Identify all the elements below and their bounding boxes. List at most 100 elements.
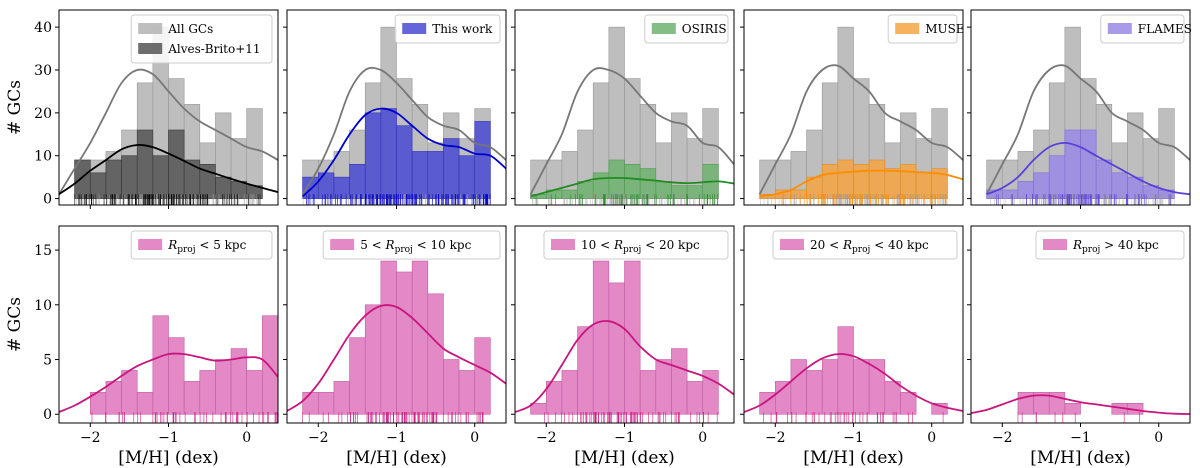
x-tick-label: 0 (470, 430, 479, 446)
kde-curve-alves-brito-11 (59, 144, 278, 196)
legend-label-part: 5 < (360, 238, 385, 252)
legend-label-part: R (842, 238, 852, 252)
bar (302, 392, 319, 415)
bar (821, 359, 839, 415)
x-tick-label: 0 (927, 430, 936, 446)
legend: This work (394, 14, 501, 44)
y-tick-label: 20 (34, 106, 52, 122)
bar (530, 402, 547, 415)
legend-label-part: proj (623, 245, 641, 255)
x-axis-label: [M/H] (dex) (1030, 448, 1130, 468)
panel-top-1: 0 10 20 30 40 # GCs All GCs Alves-Brito+11 (5, 9, 279, 209)
legend-label-part: < 40 kpc (870, 238, 929, 252)
legend-label: MUSE (925, 22, 964, 36)
plot-area (971, 392, 1190, 423)
bar (427, 293, 444, 415)
plot-area (59, 26, 278, 205)
bar (380, 260, 397, 415)
legend-frame (543, 230, 729, 260)
legend-frame (130, 14, 273, 64)
legend: Rproj > 40 kpc (1035, 230, 1185, 260)
legend-label: FLAMES (1138, 22, 1192, 36)
y-tick-label: 30 (34, 63, 52, 79)
x-axis-label: [M/H] (dex) (803, 448, 903, 468)
bar (884, 381, 901, 415)
rug-marks (532, 194, 719, 205)
bar (821, 163, 839, 199)
bar (868, 159, 886, 199)
bar (262, 315, 278, 415)
x-tick-label: 0 (1154, 430, 1163, 446)
x-axis-label: [M/H] (dex) (574, 448, 674, 468)
bar (443, 138, 460, 199)
legend-swatch (138, 43, 163, 54)
y-axis-label: # GCs (5, 80, 25, 135)
legend-swatch (895, 23, 920, 34)
legend: MUSE (887, 14, 965, 44)
rug-marks (302, 412, 484, 423)
bar (427, 151, 444, 199)
legend-label-part: R (167, 238, 177, 252)
legend: OSIRIS (644, 14, 729, 44)
panel-bottom-2: −2 −1 0 [M/H] (dex) 5 < Rproj < 10 kpc (283, 225, 507, 468)
legend-label-part: 10 < (581, 238, 614, 252)
bar (458, 370, 476, 415)
x-axis-label: [M/H] (dex) (346, 448, 446, 468)
legend-label-part: proj (852, 245, 870, 255)
x-tick-label: 0 (242, 430, 251, 446)
bar (931, 168, 948, 199)
x-tick-label: −2 (536, 430, 557, 446)
bar (1080, 129, 1097, 199)
legend-frame (1100, 14, 1185, 44)
plot-area (59, 315, 278, 423)
bar (639, 168, 657, 199)
kde-curve-osiris (530, 176, 734, 198)
legend-label: 10 < Rproj < 20 kpc (581, 238, 700, 255)
rug-marks (990, 194, 1175, 205)
bar (317, 392, 335, 415)
panel-top-3: OSIRIS (511, 9, 735, 209)
x-tick-label: −1 (843, 430, 864, 446)
x-axis-label: [M/H] (dex) (118, 448, 218, 468)
bar (168, 129, 185, 199)
legend-label: Rproj < 5 kpc (167, 238, 246, 255)
bar (655, 359, 672, 415)
legend: All GCs Alves-Brito+11 (130, 14, 273, 64)
rug-marks (91, 412, 278, 423)
bar (121, 155, 138, 199)
bar (168, 337, 185, 415)
bar (396, 125, 413, 199)
bar (364, 112, 382, 199)
panel-bottom-4: −2 −1 0 [M/H] (dex) 20 < Rproj < 40 kpc (740, 225, 964, 468)
legend-frame (1035, 230, 1185, 260)
bar (333, 381, 350, 415)
bar (199, 370, 216, 415)
legend-label-part: > 40 kpc (1100, 238, 1159, 252)
y-tick-label: 0 (43, 192, 52, 208)
kde-curve-all-gcs (59, 68, 278, 195)
rug-marks (544, 412, 718, 423)
legend-swatch (551, 239, 575, 250)
legend-label: OSIRIS (682, 22, 727, 36)
legend-label-part: 20 < (810, 238, 843, 252)
bar (1064, 129, 1081, 199)
legend-label-part: < 5 kpc (196, 238, 247, 252)
y-axis-label: # GCs (5, 297, 25, 352)
plot-area (758, 26, 963, 205)
legend-label: Alves-Brito+11 (167, 42, 260, 56)
bar (561, 370, 578, 415)
x-tick-label: −1 (614, 430, 635, 446)
plot-area (529, 26, 734, 205)
bar (349, 163, 366, 199)
panel-bottom-5: −2 −1 0 [M/H] (dex) Rproj > 40 kpc (967, 225, 1191, 468)
bar (458, 155, 476, 199)
bar (1048, 155, 1066, 199)
bar (136, 392, 154, 415)
legend-label-part: < 10 kpc (413, 238, 472, 252)
plot-area (744, 326, 963, 423)
legend-swatch (1107, 23, 1132, 34)
x-tick-label: −1 (158, 430, 179, 446)
bar (790, 359, 807, 415)
bar (806, 370, 823, 415)
legend-swatch (138, 23, 163, 34)
